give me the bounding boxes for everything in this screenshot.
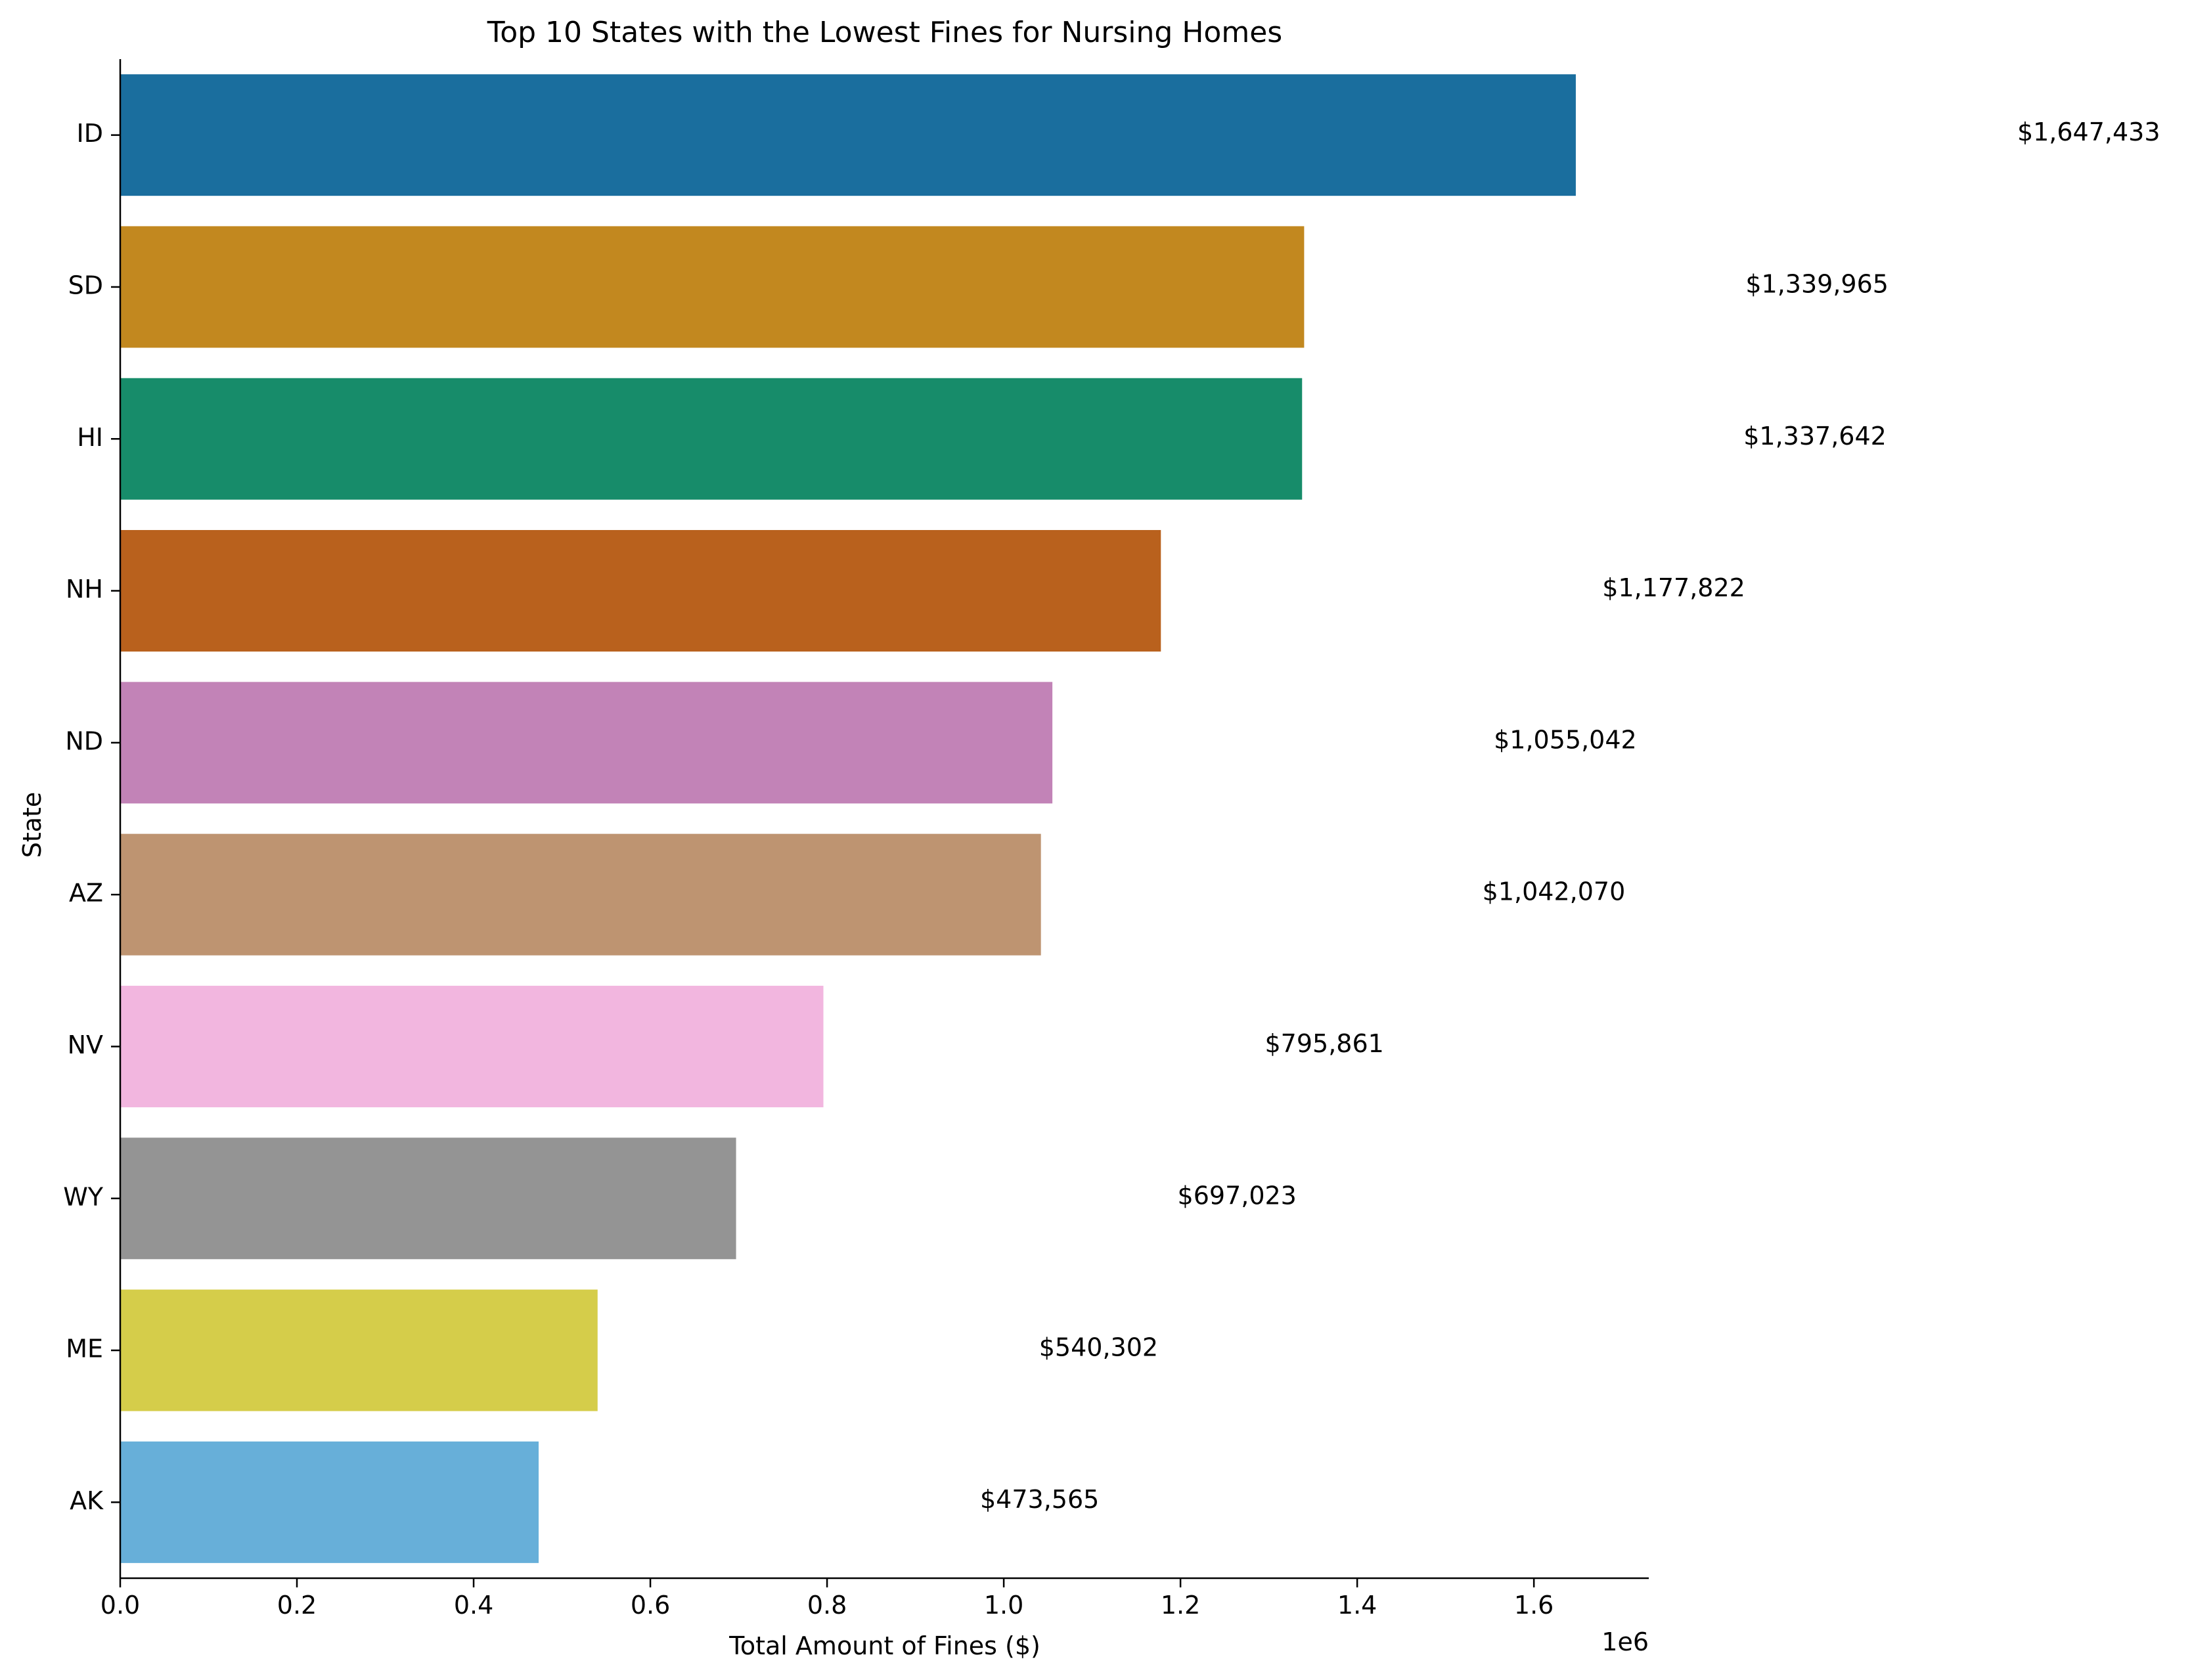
x-tick-label: 0.8 bbox=[807, 1591, 847, 1620]
y-tick-label-az: AZ bbox=[69, 879, 103, 908]
bar-wy bbox=[120, 1138, 736, 1260]
value-label-id: $1,647,433 bbox=[2017, 118, 2160, 146]
bar-id bbox=[120, 74, 1576, 196]
value-label-me: $540,302 bbox=[1039, 1333, 1158, 1362]
bar-hi bbox=[120, 378, 1303, 500]
x-axis-label: Total Amount of Fines ($) bbox=[728, 1631, 1040, 1660]
bar-nd bbox=[120, 682, 1053, 804]
bar-nv bbox=[120, 985, 824, 1107]
y-tick-label-nd: ND bbox=[65, 726, 103, 755]
value-label-nv: $795,861 bbox=[1265, 1029, 1384, 1058]
bar-sd bbox=[120, 226, 1305, 348]
y-tick-label-sd: SD bbox=[68, 271, 103, 299]
x-axis-offset-label: 1e6 bbox=[1601, 1627, 1649, 1656]
x-tick-label: 1.6 bbox=[1514, 1591, 1554, 1620]
value-label-nd: $1,055,042 bbox=[1494, 725, 1637, 754]
bar-ak bbox=[120, 1441, 539, 1563]
x-tick-label: 0.2 bbox=[277, 1591, 317, 1620]
bar-nh bbox=[120, 530, 1161, 652]
chart-title: Top 10 States with the Lowest Fines for … bbox=[487, 16, 1282, 49]
y-tick-label-nv: NV bbox=[68, 1030, 103, 1059]
value-label-nh: $1,177,822 bbox=[1602, 573, 1745, 602]
x-tick-label: 0.6 bbox=[631, 1591, 670, 1620]
y-tick-label-nh: NH bbox=[66, 575, 103, 604]
x-tick-label: 0.4 bbox=[454, 1591, 493, 1620]
value-label-sd: $1,339,965 bbox=[1745, 269, 1889, 298]
x-tick-label: 1.4 bbox=[1337, 1591, 1377, 1620]
y-tick-label-hi: HI bbox=[77, 423, 103, 452]
y-tick-label-id: ID bbox=[77, 119, 103, 148]
y-tick-label-wy: WY bbox=[63, 1182, 104, 1211]
value-label-az: $1,042,070 bbox=[1483, 877, 1626, 906]
y-axis-label: State bbox=[18, 792, 47, 858]
value-label-wy: $697,023 bbox=[1178, 1181, 1297, 1210]
bar-az bbox=[120, 833, 1041, 956]
value-label-ak: $473,565 bbox=[980, 1485, 1099, 1514]
y-tick-label-me: ME bbox=[66, 1335, 103, 1363]
bar-me bbox=[120, 1289, 598, 1411]
value-label-hi: $1,337,642 bbox=[1743, 422, 1887, 451]
y-tick-label-ak: AK bbox=[70, 1486, 104, 1515]
x-tick-label: 0.0 bbox=[101, 1591, 140, 1620]
x-tick-label: 1.2 bbox=[1161, 1591, 1200, 1620]
x-tick-label: 1.0 bbox=[984, 1591, 1023, 1620]
